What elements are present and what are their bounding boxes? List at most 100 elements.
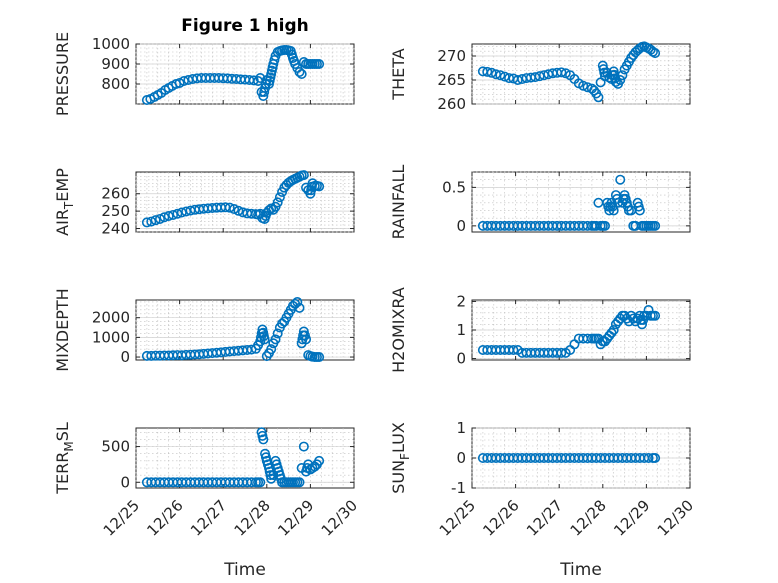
y-axis-label: THETA (389, 48, 408, 100)
data-point (650, 452, 661, 463)
data-point (578, 80, 589, 91)
y-tick-label: 240 (101, 220, 130, 238)
data-point (172, 208, 183, 219)
panel-theta: 260 265 270 THETA (389, 41, 691, 113)
data-point (556, 67, 567, 78)
data-point (299, 330, 310, 341)
data-point (650, 310, 661, 321)
data-point (606, 327, 617, 338)
data-point (255, 477, 266, 488)
data-point (615, 75, 626, 86)
data-point (589, 85, 600, 96)
data-point (647, 46, 658, 57)
data-point (482, 66, 493, 77)
x-tick-label: 12/25 (436, 496, 479, 539)
y-axis-label: RAINFALL (389, 165, 408, 240)
y-tick-label: 800 (101, 75, 130, 93)
data-point (255, 73, 266, 84)
data-point (314, 352, 325, 363)
data-point (269, 54, 280, 65)
panel-terr-msl: 0 500 12/25 12/26 12/27 12/28 12/29 12/30 TERRMS… (53, 422, 361, 580)
data-point (643, 452, 654, 463)
x-tick-label: 12/30 (654, 496, 697, 539)
y-tick-label: 2 (456, 292, 466, 310)
data-point (141, 217, 152, 228)
panel-rainfall: 0 0.5 RAINFALL (389, 165, 691, 240)
y-tick-label: 270 (437, 47, 466, 65)
y-tick-label: -1 (451, 479, 466, 497)
data-point (146, 216, 157, 227)
data-point (298, 170, 309, 181)
y-tick-label: 265 (437, 71, 466, 89)
data-point (296, 69, 307, 80)
data-point (261, 351, 272, 362)
y-tick-label: 260 (437, 95, 466, 113)
y-axis-label: H2OMIXRA (389, 287, 408, 373)
data-point (163, 211, 174, 222)
x-tick-label: 12/29 (274, 496, 317, 539)
data-point (272, 197, 283, 208)
series-sun-flux (477, 452, 661, 463)
data-point (650, 220, 661, 231)
panel-pressure: 800 900 1000 PRESSURE Figure 1 high (53, 16, 355, 116)
data-point (314, 455, 325, 466)
data-point (248, 75, 259, 86)
y-tick-label: 0 (120, 348, 130, 366)
data-point (229, 204, 240, 215)
data-point (258, 434, 269, 445)
y-tick-label: 1 (456, 419, 466, 437)
y-tick-label: 500 (101, 438, 130, 456)
y-tick-label: 0 (456, 449, 466, 467)
x-tick-label: 12/30 (318, 496, 361, 539)
x-tick-label: 12/28 (231, 496, 274, 539)
series-h2omixra (477, 304, 661, 358)
chart-title: Figure 1 high (181, 16, 309, 36)
data-point (314, 58, 325, 69)
x-tick-label: 12/26 (479, 496, 522, 539)
series-rainfall (477, 174, 661, 231)
y-axis-label: AIRTEMP (53, 168, 76, 236)
series-mixdepth (141, 296, 325, 363)
y-tick-label: 0 (456, 217, 466, 235)
data-point (556, 347, 567, 358)
plot-area (135, 43, 355, 105)
x-axis-label: Time (559, 560, 602, 580)
data-point (150, 215, 161, 226)
data-point (168, 209, 179, 220)
data-point (294, 477, 305, 488)
data-point (233, 205, 244, 216)
data-point (617, 70, 628, 81)
data-point (266, 344, 277, 355)
data-point (486, 67, 497, 78)
y-tick-label: 2000 (92, 309, 130, 327)
data-point (154, 213, 165, 224)
data-point (292, 296, 303, 307)
data-point (650, 48, 661, 59)
x-tick-label: 12/27 (523, 496, 566, 539)
series-theta (477, 41, 661, 103)
series-terr-msl (141, 427, 325, 488)
x-tick-label: 12/29 (610, 496, 653, 539)
x-tick-label: 12/26 (143, 496, 186, 539)
series-pressure (141, 44, 325, 106)
y-axis-label: PRESSURE (53, 32, 72, 116)
y-tick-label: 0.5 (442, 178, 466, 196)
data-point (272, 328, 283, 339)
y-tick-label: 0 (456, 350, 466, 368)
series-air-temp (141, 170, 325, 228)
y-tick-label: 260 (101, 185, 130, 203)
data-point (294, 302, 305, 313)
data-point (593, 92, 604, 103)
data-point (508, 344, 519, 355)
data-point (495, 70, 506, 81)
panel-h2omixra: 0 1 2 H2OMIXRA (389, 287, 691, 373)
data-point (490, 69, 501, 80)
x-tick-label: 12/27 (187, 496, 230, 539)
data-point (270, 334, 281, 345)
x-tick-label: 12/28 (567, 496, 610, 539)
data-point (608, 205, 619, 216)
data-point (608, 324, 619, 335)
data-point (259, 334, 270, 345)
